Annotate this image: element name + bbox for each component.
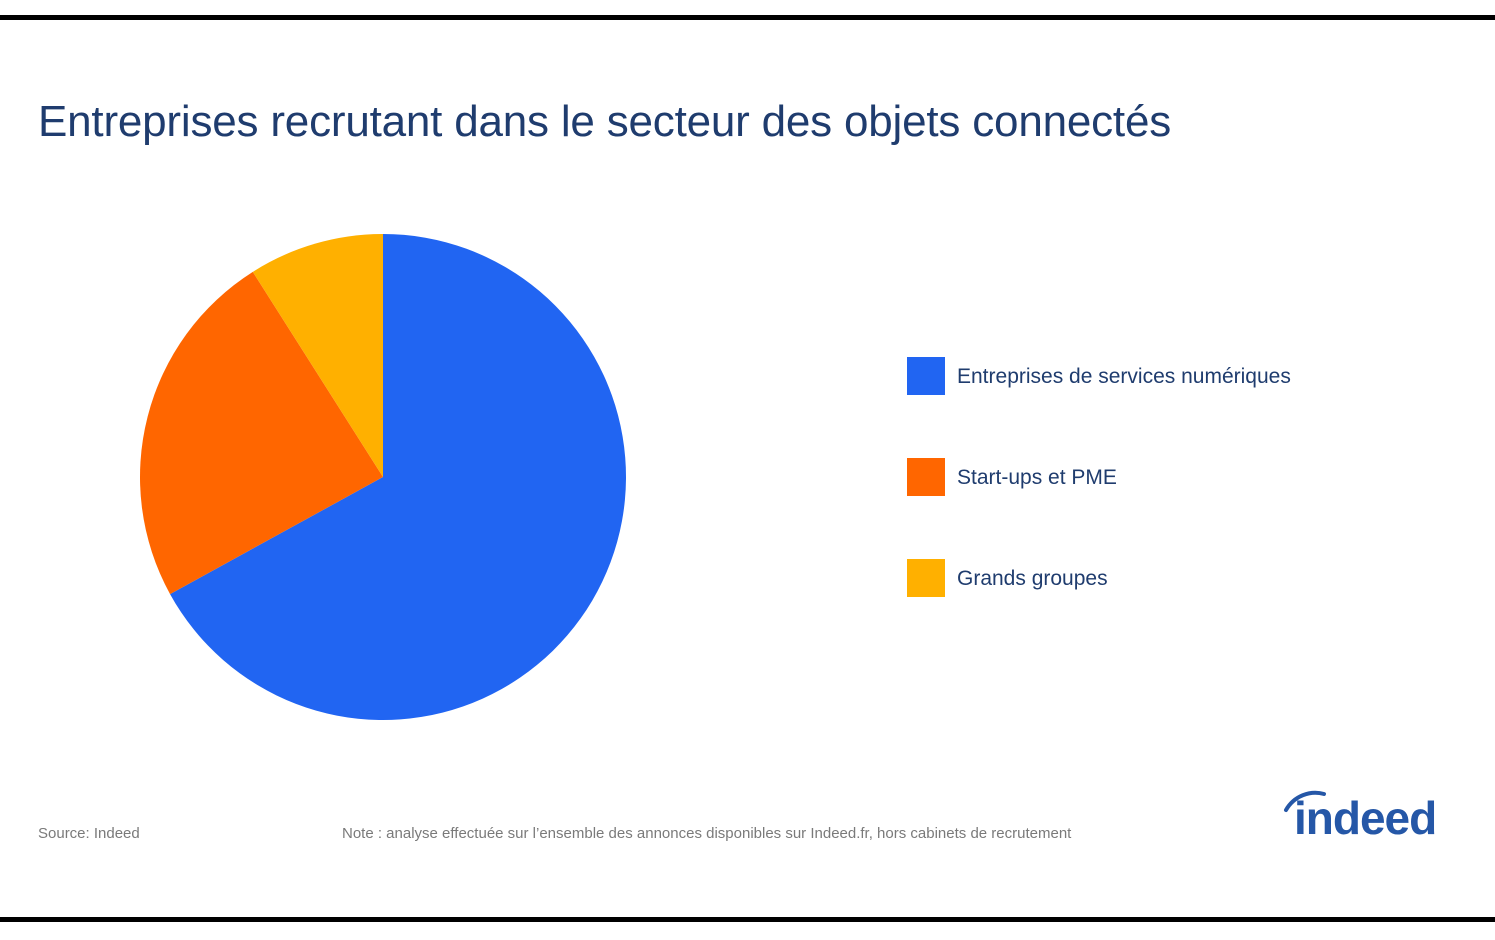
pie-slice-grands-groupes <box>252 234 383 477</box>
legend-label-startups: Start-ups et PME <box>957 466 1117 489</box>
top-rule <box>0 15 1495 20</box>
legend-swatch-esn <box>907 357 945 395</box>
pie-slices <box>140 234 626 720</box>
indeed-logo[interactable]: indeed <box>1280 788 1460 848</box>
pie-slice-esn <box>170 234 626 720</box>
legend-swatch-grands-groupes <box>907 559 945 597</box>
source-note: Source: Indeed <box>38 825 140 842</box>
legend-label-esn: Entreprises de services numériques <box>957 365 1291 388</box>
logo-arc-icon <box>1284 790 1326 812</box>
bottom-rule <box>0 917 1495 922</box>
legend-swatch-startups <box>907 458 945 496</box>
logo-wordmark: indeed <box>1294 792 1437 844</box>
pie-slice-startups <box>140 271 383 595</box>
methodology-note: Note : analyse effectuée sur l’ensemble … <box>342 825 1072 842</box>
pie-chart <box>140 234 626 720</box>
legend-label-grands-groupes: Grands groupes <box>957 567 1108 590</box>
chart-title: Entreprises recrutant dans le secteur de… <box>38 97 1172 146</box>
